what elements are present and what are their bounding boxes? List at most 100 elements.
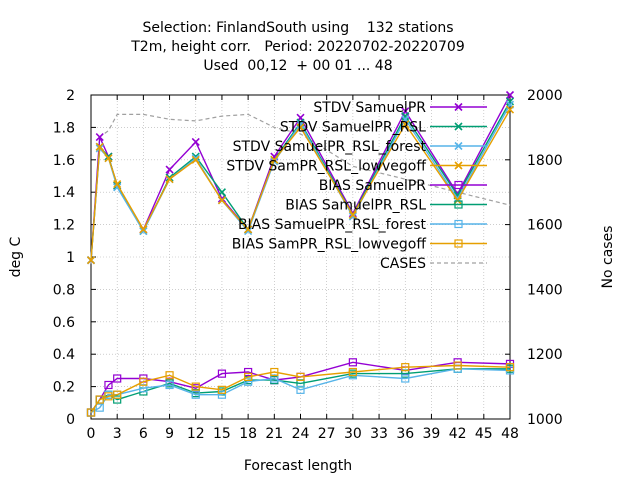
data-point <box>165 173 174 182</box>
legend-sample-marker <box>454 180 463 190</box>
y-tick-label: 0.4 <box>53 347 75 363</box>
y-tick-label: 0 <box>66 412 75 428</box>
data-point <box>505 90 515 100</box>
legend: STDV SamuelPR STDV SamuelPR_RSL STDV Samue… <box>226 100 487 272</box>
x-axis-label: Forecast length <box>244 458 352 474</box>
data-point <box>113 183 122 192</box>
x-tick-label: 0 <box>87 426 96 442</box>
legend-label: STDV SamPR_RSL_lowvegoff <box>226 159 426 175</box>
data-point <box>113 390 122 399</box>
series-line <box>90 368 511 414</box>
legend-label: STDV SamuelPR_RSL_forest <box>233 139 427 155</box>
data-point <box>505 105 515 114</box>
data-point <box>401 374 410 383</box>
x-tick-label: 6 <box>139 426 148 442</box>
data-point <box>244 225 253 234</box>
series-cases <box>90 113 511 264</box>
y2-tick-label: 2000 <box>527 88 563 104</box>
legend-entry-bias-samuelpr-rsl-forest: BIAS SamuelPR_RSL_forest <box>238 217 487 233</box>
data-point <box>505 97 515 106</box>
data-point <box>139 377 148 386</box>
legend-entry-bias-samuelpr-rsl: BIAS SamuelPR_RSL <box>285 198 487 214</box>
legend-sample-marker <box>454 200 463 209</box>
data-point <box>217 188 227 197</box>
x-tick-label: 27 <box>318 426 336 442</box>
x-tick-label: 18 <box>239 426 257 442</box>
x-tick-label: 48 <box>501 426 519 442</box>
data-point <box>95 395 104 404</box>
data-point <box>86 256 96 265</box>
y-tick-label: 1.8 <box>53 120 75 136</box>
data-point <box>95 142 104 151</box>
x-tick-label: 15 <box>213 426 231 442</box>
data-point <box>191 152 200 161</box>
data-point <box>217 390 227 399</box>
data-point <box>165 371 174 380</box>
data-point <box>113 395 122 404</box>
data-point <box>165 165 174 174</box>
y-axis-label: deg C <box>8 236 24 277</box>
y2-tick-label: 1200 <box>527 347 563 363</box>
data-point <box>113 374 122 383</box>
data-point <box>139 227 148 236</box>
data-point <box>191 155 200 164</box>
data-point <box>348 210 357 219</box>
data-point <box>244 377 253 386</box>
data-point <box>104 380 113 390</box>
y2-tick-label: 1800 <box>527 153 563 169</box>
series-line <box>90 113 511 264</box>
legend-label: STDV SamuelPR_RSL <box>280 120 426 136</box>
y-tick-label: 2 <box>66 88 75 104</box>
x-tick-label: 33 <box>370 426 388 442</box>
legend-sample-marker <box>454 141 463 151</box>
data-point <box>270 367 279 377</box>
data-point <box>104 154 113 163</box>
axes: 0 3 6 9 12 15 18 21 24 27 30 33 36 39 42 45 4800.20.40.6… <box>53 88 563 442</box>
y-tick-label: 0.2 <box>53 380 75 396</box>
data-point <box>139 225 148 234</box>
legend-sample-marker <box>454 102 463 112</box>
data-point <box>401 363 410 372</box>
data-point <box>244 372 253 381</box>
data-point <box>401 111 410 121</box>
data-point <box>165 380 174 390</box>
title-line-3: Used 00,12 + 00 01 ... 48 <box>203 58 392 74</box>
data-point <box>296 120 305 129</box>
y-tick-label: 1.6 <box>53 153 75 169</box>
x-tick-label: 30 <box>344 426 362 442</box>
data-point <box>86 408 96 417</box>
legend-label: STDV SamuelPR <box>313 100 426 116</box>
y2-tick-label: 1400 <box>527 282 563 298</box>
legend-entry-bias-sampr-rsl-lowvegoff: BIAS SamPR_RSL_lowvegoff <box>232 237 487 253</box>
y2-axis-label: No cases <box>600 226 616 289</box>
data-point <box>453 361 462 370</box>
data-point <box>348 358 357 367</box>
data-point <box>244 367 253 377</box>
legend-label: BIAS SamPR_RSL_lowvegoff <box>232 237 427 253</box>
legend-entry-cases: CASES <box>380 256 487 272</box>
x-tick-label: 45 <box>475 426 493 442</box>
data-point <box>165 175 174 184</box>
x-tick-label: 3 <box>113 426 122 442</box>
x-tick-label: 42 <box>449 426 467 442</box>
data-point <box>191 382 200 391</box>
x-tick-label: 9 <box>165 426 174 442</box>
data-point <box>296 372 305 381</box>
data-point <box>348 367 357 377</box>
series-layer <box>86 90 515 417</box>
data-point <box>217 196 227 205</box>
series-bias-sampr-rsl-lowvegoff <box>86 361 515 417</box>
title-line-1: Selection: FinlandSouth using 132 statio… <box>142 20 453 36</box>
legend-sample-marker <box>454 161 463 170</box>
y-tick-label: 1.2 <box>53 218 75 234</box>
series-stdv-sampr-rsl-lowvegoff <box>86 105 515 265</box>
legend-label: CASES <box>380 256 426 272</box>
legend-entry-bias-samuelpr: BIAS SamuelPR <box>319 178 487 194</box>
data-point <box>348 212 357 221</box>
data-point <box>95 133 104 142</box>
x-tick-label: 24 <box>292 426 310 442</box>
legend-sample-marker <box>454 239 463 248</box>
y-tick-label: 1 <box>66 250 75 266</box>
legend-entry-stdv-samuelpr: STDV SamuelPR <box>313 100 487 116</box>
